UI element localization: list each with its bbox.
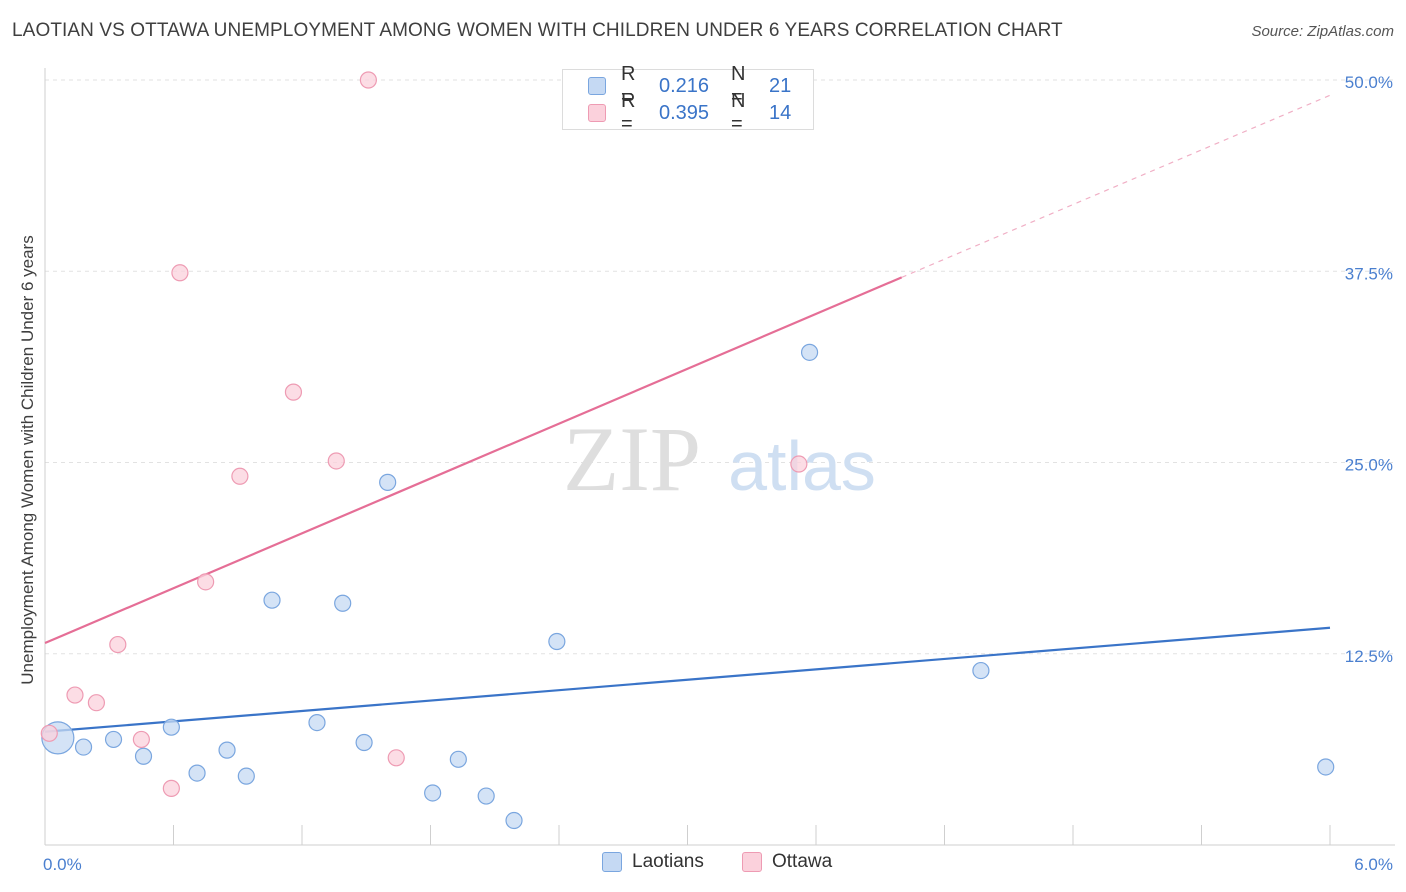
laotians-r-value: 0.216: [659, 74, 710, 97]
chart-title: LAOTIAN VS OTTAWA UNEMPLOYMENT AMONG WOM…: [12, 20, 1063, 41]
laotians-point-2: [104, 730, 123, 749]
laotians-swatch: [588, 77, 606, 95]
laotians-point-11: [355, 733, 373, 752]
laotians-legend-label: Laotians: [632, 851, 704, 872]
y-axis-label-wrap: Unemployment Among Women with Children U…: [18, 190, 42, 730]
y-tick-label-3: 50.0%: [1345, 73, 1393, 92]
laotians-point-16: [505, 811, 523, 830]
ottawa-n-label: N =: [731, 90, 746, 135]
laotians-point-18: [800, 343, 819, 361]
ottawa-point-12: [387, 749, 405, 767]
source-label: Source: ZipAtlas.com: [1251, 23, 1394, 40]
ottawa-point-0: [40, 724, 58, 742]
laotians-point-6: [218, 741, 236, 759]
ottawa-point-1: [66, 686, 84, 704]
ottawa-point-3: [109, 635, 127, 654]
legend-item-ottawa[interactable]: Ottawa: [742, 851, 832, 873]
ottawa-point-5: [162, 779, 180, 797]
axes: [44, 68, 1395, 846]
ottawa-point-2: [87, 694, 106, 712]
laotians-point-12: [379, 473, 397, 491]
laotians-point-14: [449, 750, 467, 768]
laotians-point-9: [308, 713, 326, 732]
laotians-n-label: N =: [731, 63, 746, 108]
data-points: [40, 71, 1335, 830]
ottawa-point-13: [790, 455, 808, 473]
ottawa-point-10: [327, 452, 345, 470]
ottawa-legend-label: Ottawa: [772, 851, 833, 872]
ottawa-point-7: [197, 573, 215, 591]
legend-item-laotians[interactable]: Laotians: [602, 851, 704, 873]
y-tick-label-1: 25.0%: [1345, 456, 1393, 475]
ottawa-n-value: 14: [769, 101, 792, 124]
ottawa-point-9: [284, 383, 303, 401]
laotians-point-17: [548, 632, 566, 651]
ottawa-r-value: 0.395: [659, 101, 710, 124]
ottawa-legend-swatch: [742, 852, 762, 872]
ottawa-trend-line-extension: [901, 94, 1331, 278]
laotians-point-10: [334, 594, 352, 612]
ottawa-swatch: [588, 104, 606, 122]
y-tick-label-0: 12.5%: [1345, 647, 1393, 666]
laotians-r-label: R =: [621, 63, 636, 108]
laotians-point-8: [263, 591, 281, 609]
laotians-trend-line: [44, 626, 1331, 733]
laotians-point-1: [74, 738, 93, 756]
laotians-point-5: [188, 764, 206, 782]
laotians-point-20: [1317, 758, 1335, 776]
laotians-point-15: [477, 787, 495, 805]
x-tick-label-min: 0.0%: [43, 855, 82, 874]
x-tick-label-max: 6.0%: [1354, 855, 1393, 874]
ottawa-point-6: [171, 264, 189, 282]
stats-legend: R = 0.216 N = 21 R = 0.395 N = 14: [562, 63, 814, 135]
series-legend: Laotians Ottawa: [0, 851, 1406, 877]
laotians-legend-swatch: [602, 852, 622, 872]
ottawa-point-4: [132, 730, 150, 749]
laotians-point-13: [424, 784, 442, 802]
laotians-point-7: [237, 767, 255, 785]
y-axis-label: Unemployment Among Women with Children U…: [18, 235, 37, 685]
watermark-zip: ZIP: [563, 408, 701, 510]
laotians-point-3: [134, 747, 153, 765]
laotians-point-4: [162, 718, 180, 736]
ottawa-point-8: [231, 467, 249, 485]
laotians-point-19: [972, 661, 990, 680]
ottawa-r-label: R =: [621, 90, 636, 135]
tick-labels: 12.5% 25.0% 37.5% 50.0% 0.0% 6.0%: [43, 73, 1393, 874]
gridlines: [45, 79, 1395, 655]
ottawa-point-11: [359, 71, 377, 89]
trend-lines: [44, 94, 1331, 733]
laotians-n-value: 21: [769, 74, 792, 97]
y-tick-label-2: 37.5%: [1345, 264, 1393, 283]
ottawa-trend-line: [44, 276, 903, 645]
